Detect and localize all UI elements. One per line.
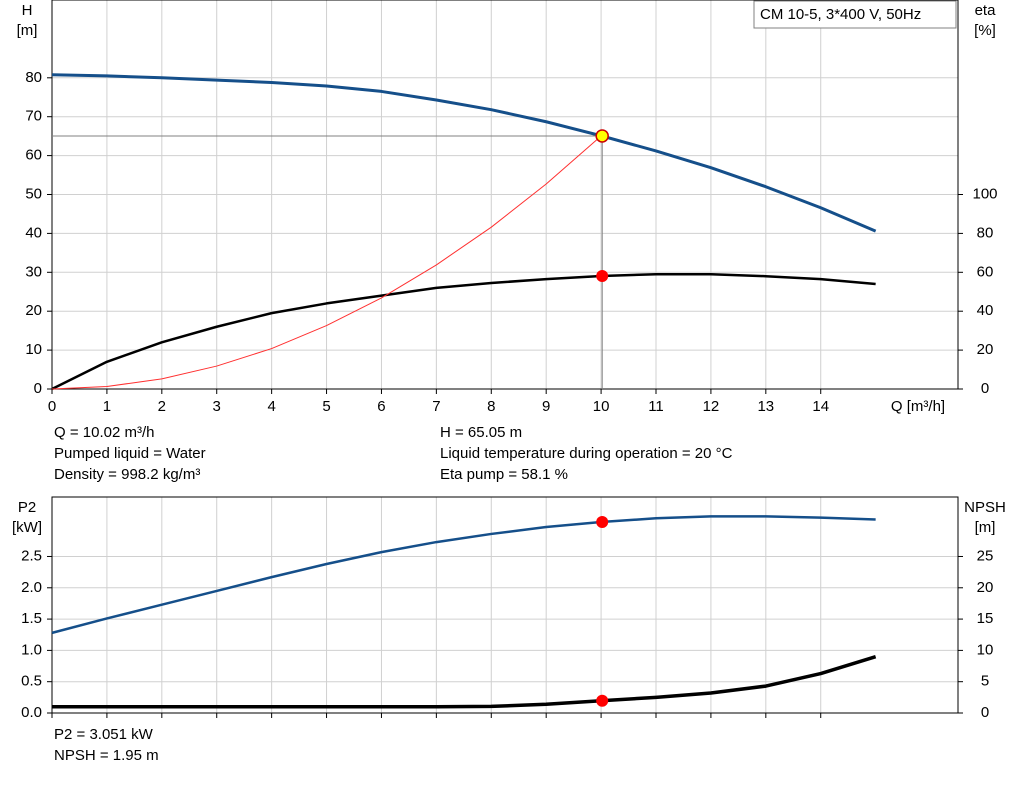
plot-area [51, 496, 959, 714]
y2-tick-label: 20 [977, 341, 994, 358]
y-tick-label: 0.5 [21, 673, 42, 690]
y2-axis-label: [m] [975, 519, 996, 536]
y-axis-label: [m] [17, 22, 38, 39]
plot-frame [51, 496, 959, 714]
y2-axis-label: NPSH [964, 499, 1006, 516]
duty-point [596, 694, 609, 707]
legend-box [753, 0, 957, 29]
y2-tick-label: 0 [981, 380, 989, 397]
y-tick-label: 1.0 [21, 641, 42, 658]
x-axis-label: Q [m³/h] [891, 398, 945, 415]
curve [51, 135, 602, 390]
y-axis-label: [kW] [12, 519, 42, 536]
x-tick-label: 10 [593, 398, 610, 415]
y-tick-label: 2.0 [21, 579, 42, 596]
duty-point [596, 515, 609, 528]
duty-point [595, 129, 609, 143]
duty-point [596, 269, 609, 282]
y-tick-label: 20 [25, 302, 42, 319]
info-text: Liquid temperature during operation = 20… [440, 445, 733, 462]
x-tick-label: 0 [48, 398, 56, 415]
y-tick-label: 70 [25, 108, 42, 125]
y-tick-label: 1.5 [21, 610, 42, 627]
y-tick-label: 2.5 [21, 547, 42, 564]
y2-tick-label: 40 [977, 302, 994, 319]
x-tick-label: 12 [703, 398, 720, 415]
info-text: H = 65.05 m [440, 424, 522, 441]
x-tick-label: 2 [158, 398, 166, 415]
curve [51, 73, 877, 233]
info-text: Eta pump = 58.1 % [440, 466, 568, 483]
y-tick-label: 50 [25, 185, 42, 202]
y-axis-label: P2 [18, 499, 36, 516]
curve [51, 515, 876, 635]
x-tick-label: 6 [377, 398, 385, 415]
y2-tick-label: 5 [981, 673, 989, 690]
y-tick-label: 60 [25, 147, 42, 164]
x-tick-label: 11 [648, 398, 664, 415]
x-tick-label: 4 [267, 398, 275, 415]
curve [52, 654, 877, 709]
x-tick-label: 3 [213, 398, 221, 415]
y2-axis-label: [%] [974, 22, 996, 39]
y-tick-label: 30 [25, 263, 42, 280]
curve [51, 273, 876, 391]
y2-tick-label: 80 [977, 224, 994, 241]
y2-tick-label: 60 [977, 263, 994, 280]
x-tick-label: 13 [757, 398, 774, 415]
plot-frame [51, 0, 959, 390]
y2-tick-label: 100 [972, 185, 997, 202]
y2-tick-label: 15 [977, 610, 994, 627]
y-tick-label: 10 [25, 341, 42, 358]
y2-axis-label: eta [975, 2, 997, 19]
info-text: NPSH = 1.95 m [54, 747, 159, 764]
y-tick-label: 0 [34, 380, 42, 397]
x-tick-label: 5 [322, 398, 330, 415]
y2-tick-label: 20 [977, 579, 994, 596]
info-text: Pumped liquid = Water [54, 445, 206, 462]
info-text: P2 = 3.051 kW [54, 726, 154, 743]
x-tick-label: 7 [432, 398, 440, 415]
y-tick-label: 0.0 [21, 704, 42, 721]
y-tick-label: 80 [25, 69, 42, 86]
info-text: Q = 10.02 m³/h [54, 424, 154, 441]
x-tick-label: 14 [812, 398, 829, 415]
y2-tick-label: 0 [981, 704, 989, 721]
info-text: Density = 998.2 kg/m³ [54, 466, 200, 483]
x-tick-label: 8 [487, 398, 495, 415]
y2-tick-label: 25 [977, 547, 994, 564]
x-tick-label: 9 [542, 398, 550, 415]
y-tick-label: 40 [25, 224, 42, 241]
x-tick-label: 1 [103, 398, 111, 415]
legend-text: CM 10-5, 3*400 V, 50Hz [760, 6, 921, 23]
y-axis-label: H [22, 2, 33, 19]
y2-tick-label: 10 [977, 641, 994, 658]
